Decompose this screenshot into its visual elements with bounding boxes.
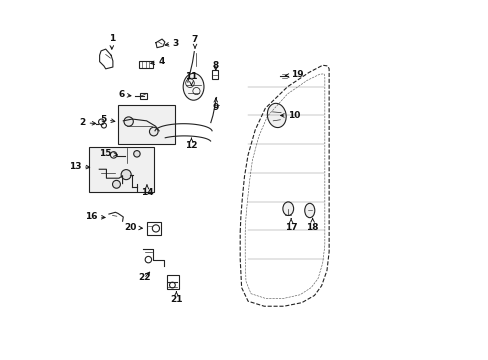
Text: 20: 20 [123, 223, 142, 232]
Text: 12: 12 [185, 138, 197, 150]
Text: 13: 13 [69, 162, 89, 171]
Ellipse shape [183, 73, 203, 100]
Circle shape [149, 127, 158, 136]
Ellipse shape [304, 203, 314, 218]
Text: 18: 18 [306, 219, 318, 232]
Circle shape [121, 170, 131, 180]
Text: 11: 11 [185, 72, 197, 85]
Text: 3: 3 [165, 39, 179, 48]
Text: 2: 2 [80, 118, 96, 127]
FancyBboxPatch shape [89, 147, 154, 192]
Text: 22: 22 [138, 272, 151, 282]
FancyBboxPatch shape [117, 105, 174, 144]
Circle shape [112, 180, 120, 188]
Text: 21: 21 [170, 292, 182, 303]
Circle shape [133, 150, 140, 157]
Text: 19: 19 [285, 71, 303, 80]
Text: 7: 7 [191, 35, 198, 48]
Bar [211, 69, 218, 79]
Text: 15: 15 [99, 149, 117, 158]
Text: 14: 14 [141, 185, 153, 197]
Bar [139, 61, 153, 68]
Text: 1: 1 [108, 34, 115, 49]
Text: 10: 10 [280, 111, 299, 120]
Text: 16: 16 [85, 212, 105, 221]
Ellipse shape [267, 103, 285, 127]
Text: 17: 17 [284, 219, 297, 232]
Text: 5: 5 [100, 114, 115, 123]
Text: 6: 6 [118, 90, 131, 99]
Text: 9: 9 [212, 98, 219, 112]
Ellipse shape [282, 202, 293, 216]
Bar [140, 93, 146, 99]
Text: 8: 8 [212, 61, 219, 70]
Text: 4: 4 [150, 57, 164, 66]
Bar [147, 222, 161, 235]
Bar [166, 275, 179, 289]
Circle shape [124, 117, 133, 126]
